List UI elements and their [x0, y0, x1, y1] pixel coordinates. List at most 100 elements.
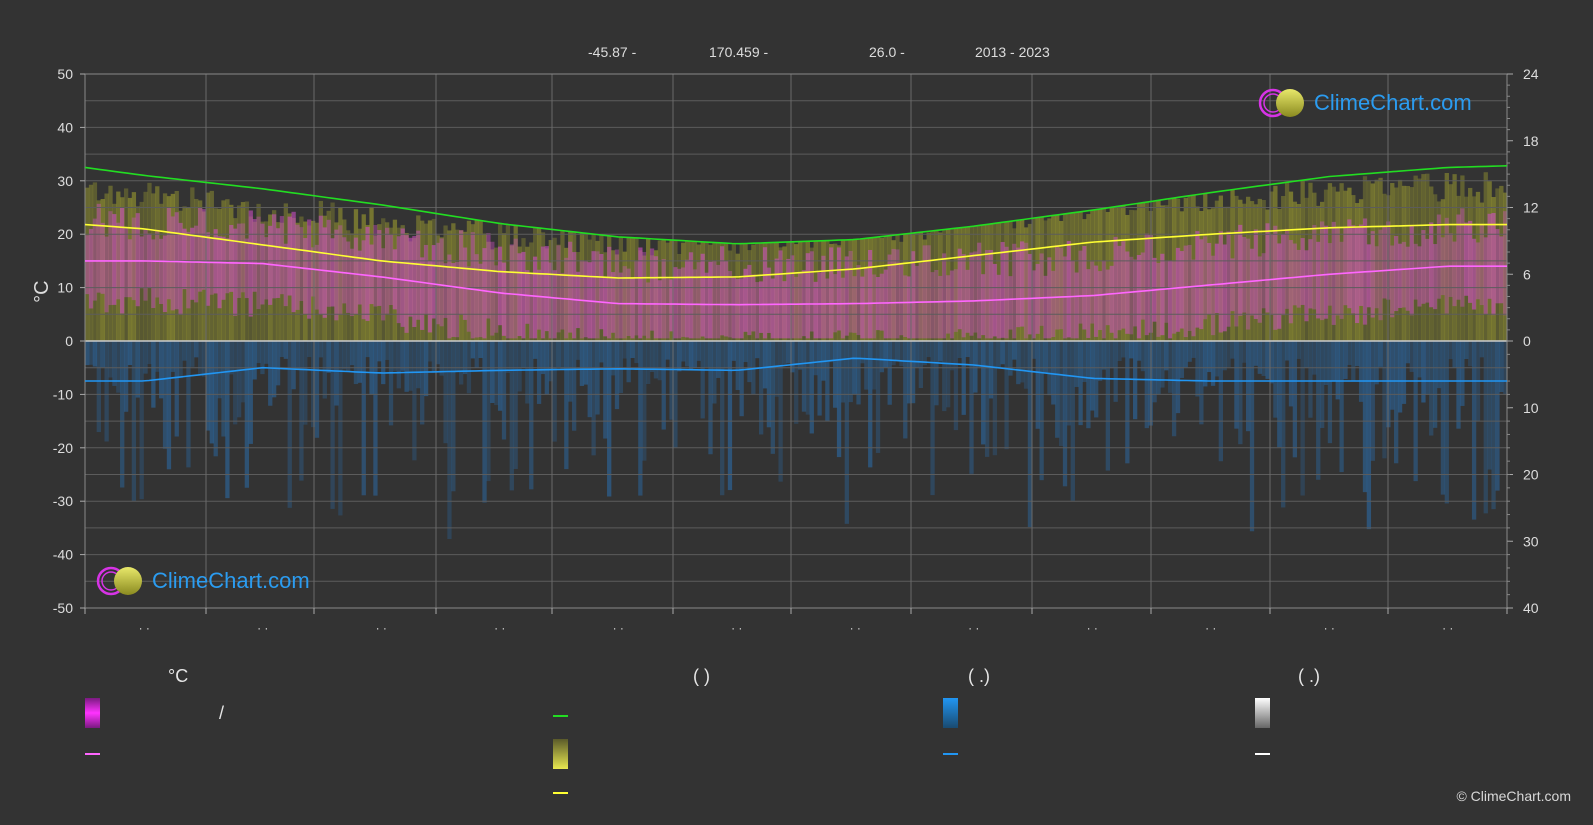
precipitation-day-bar	[825, 341, 830, 422]
precipitation-day-bar	[1351, 341, 1356, 382]
precipitation-day-bar	[595, 341, 600, 415]
precipitation-day-bar	[961, 341, 966, 415]
sunshine-day-bar	[1070, 212, 1075, 341]
sunshine-day-bar	[1121, 205, 1126, 341]
sunshine-day-bar	[833, 243, 838, 341]
temperature-range-bar	[984, 249, 990, 339]
precipitation-day-bar	[1413, 341, 1418, 482]
precipitation-day-bar	[388, 341, 394, 426]
temperature-range-bar	[579, 260, 585, 339]
sunshine-day-bar	[139, 201, 144, 341]
precipitation-day-bar	[268, 341, 273, 406]
sunshine-day-bar	[712, 242, 717, 341]
precipitation-day-bar	[1101, 341, 1107, 370]
precipitation-day-bar	[1144, 341, 1149, 429]
precipitation-day-bar	[466, 341, 472, 394]
sunshine-day-bar	[388, 227, 394, 341]
precipitation-day-bar	[1495, 341, 1500, 491]
precipitation-day-bar	[240, 341, 246, 403]
precipitation-day-bar	[610, 341, 616, 376]
temperature-range-bar	[634, 261, 639, 336]
sunshine-day-bar	[727, 250, 733, 341]
precipitation-day-bar	[244, 341, 250, 488]
precipitation-day-bar	[431, 341, 437, 372]
right-axis-tick-label: 20	[1523, 467, 1539, 483]
temperature-range-bar	[953, 269, 959, 332]
temperature-range-bar	[1479, 224, 1485, 306]
precipitation-day-bar	[603, 341, 608, 439]
temperature-range-bar	[1421, 230, 1426, 304]
sunshine-day-bar	[1004, 221, 1009, 341]
temperature-range-bar	[696, 262, 701, 339]
sunshine-day-bar	[1187, 195, 1192, 341]
precipitation-day-bar	[334, 341, 339, 406]
temperature-range-bar	[879, 273, 885, 331]
precipitation-day-bar	[801, 341, 807, 412]
temperature-range-bar	[178, 222, 183, 315]
temperature-range-bar	[416, 230, 421, 320]
sunshine-hours-line	[84, 223, 1507, 279]
precipitation-day-bar	[1319, 341, 1325, 428]
temperature-range-bar	[942, 253, 947, 339]
precipitation-day-bar	[1339, 341, 1344, 473]
sunshine-day-bar	[891, 240, 896, 341]
precipitation-day-bar	[930, 341, 935, 496]
precipitation-day-bar	[1261, 341, 1266, 376]
precipitation-day-bar	[1055, 341, 1060, 438]
precipitation-day-bar	[248, 341, 253, 444]
x-axis-tick-label: · ·	[139, 621, 150, 635]
logo-text: ClimeChart.com	[152, 568, 310, 593]
x-axis-tick-label: · ·	[731, 621, 742, 635]
precipitation-day-bar	[1199, 341, 1204, 425]
temperature-range-bar	[155, 229, 160, 298]
sunshine-day-bar	[279, 222, 285, 341]
sunshine-day-bar	[1062, 213, 1068, 341]
precipitation-day-bar	[552, 341, 557, 442]
sunshine-day-bar	[174, 190, 179, 341]
temperature-range-bar	[642, 251, 647, 336]
precipitation-day-bar	[836, 341, 842, 458]
temperature-range-bar	[630, 278, 635, 339]
temperature-range-bar	[1409, 225, 1414, 316]
legend-precip-line	[943, 753, 958, 755]
precipitation-day-bar	[856, 341, 861, 405]
sunshine-day-bar	[1436, 201, 1442, 341]
temperature-range-bar	[1109, 265, 1114, 333]
precipitation-day-bar	[973, 341, 978, 393]
sunshine-day-bar	[131, 192, 137, 341]
precipitation-day-bar	[938, 341, 943, 362]
temperature-range-bar	[96, 203, 101, 293]
temperature-range-bar	[716, 264, 721, 339]
precipitation-day-bar	[1062, 341, 1068, 487]
temperature-range-bar	[1129, 256, 1134, 335]
precipitation-day-bar	[299, 341, 304, 481]
sunshine-day-bar	[856, 239, 861, 341]
temperature-range-bar	[591, 251, 596, 339]
sunshine-day-bar	[1230, 189, 1235, 341]
temperature-range-bar	[1308, 239, 1313, 309]
temperature-range-bar	[497, 246, 503, 326]
precipitation-day-bar	[1179, 341, 1185, 378]
precipitation-day-bar	[139, 341, 144, 500]
precipitation-day-bar	[85, 341, 90, 366]
temperature-range-bar	[1199, 239, 1204, 330]
temperature-range-bar	[143, 229, 148, 301]
temperature-range-bar	[170, 216, 176, 311]
precipitation-day-bar	[318, 341, 324, 358]
temperature-range-bar	[1175, 247, 1181, 332]
sunshine-day-bar	[1105, 211, 1111, 341]
temperature-range-bar	[907, 276, 912, 339]
logo-bottom[interactable]: ClimeChart.com	[96, 566, 310, 596]
precipitation-day-bar	[926, 341, 931, 358]
temperature-range-bar	[1319, 221, 1325, 321]
temperature-range-bar	[123, 227, 129, 298]
temperature-range-bar	[739, 278, 744, 339]
temperature-range-bar	[949, 270, 955, 339]
temperature-range-bar	[813, 281, 818, 339]
sunshine-day-bar	[564, 247, 569, 341]
precipitation-day-bar	[1366, 341, 1372, 530]
precipitation-day-bar	[279, 341, 285, 358]
logo-top[interactable]: ClimeChart.com	[1258, 88, 1472, 118]
sunshine-day-bar	[396, 227, 401, 341]
precipitation-day-bar	[1436, 341, 1442, 389]
